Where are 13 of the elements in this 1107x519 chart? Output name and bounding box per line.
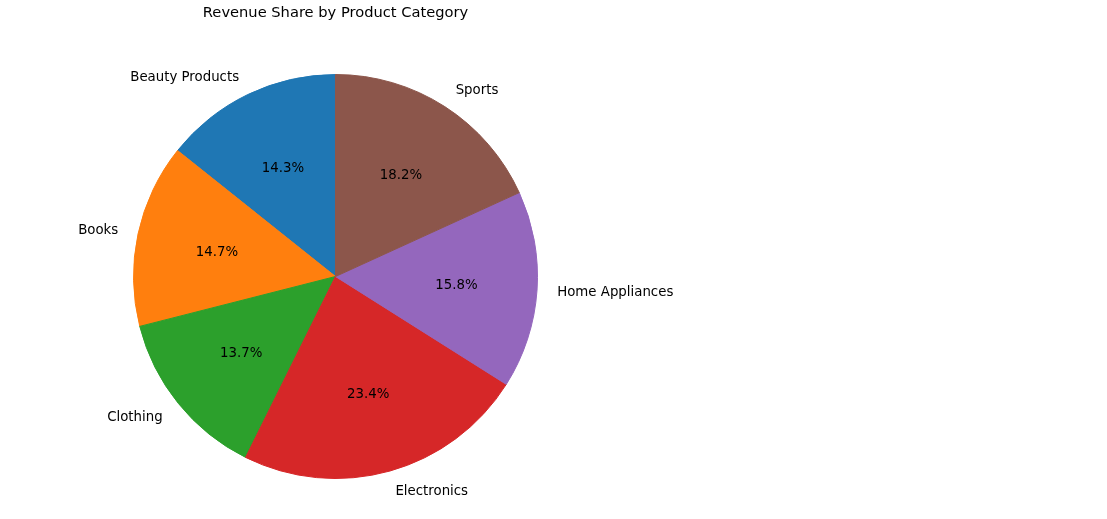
data-label: 14.3% [261, 159, 305, 175]
slice-label: Electronics [395, 482, 469, 498]
data-label: 15.8% [435, 277, 478, 293]
slice-label: Clothing [107, 408, 163, 424]
slice-label: Books [78, 222, 119, 238]
slice-label: Sports [455, 82, 499, 98]
data-label: 13.7% [220, 345, 263, 361]
slice-label: Beauty Products [130, 68, 240, 84]
data-label: 23.4% [347, 385, 390, 401]
data-label: 14.7% [195, 243, 239, 259]
slice-label: Home Appliances [557, 283, 674, 299]
data-label: 18.2% [379, 167, 423, 183]
chart-title: Revenue Share by Product Category [202, 3, 469, 20]
